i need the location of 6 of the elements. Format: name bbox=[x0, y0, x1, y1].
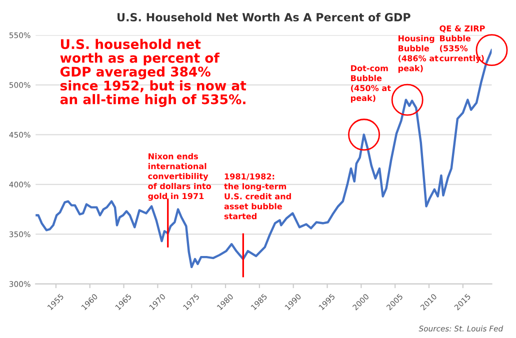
annotation: U.S. household net worth as a percent of GDP averaged 384% since 1952, but is now at an all-time high of 535%. bbox=[60, 38, 246, 107]
annotation: Housing Bubble (486% at peak) bbox=[398, 35, 438, 73]
annotation: Dot-com Bubble (450% at peak) bbox=[351, 65, 391, 103]
chart-title: U.S. Household Net Worth As A Percent of GDP bbox=[118, 12, 410, 22]
ref-line-label: Nixon ends international convertibility of dollars into gold in 1971 bbox=[148, 153, 212, 201]
ref-line-label: 1981/1982: the long-term U.S. credit and asset bubble started bbox=[224, 173, 291, 220]
